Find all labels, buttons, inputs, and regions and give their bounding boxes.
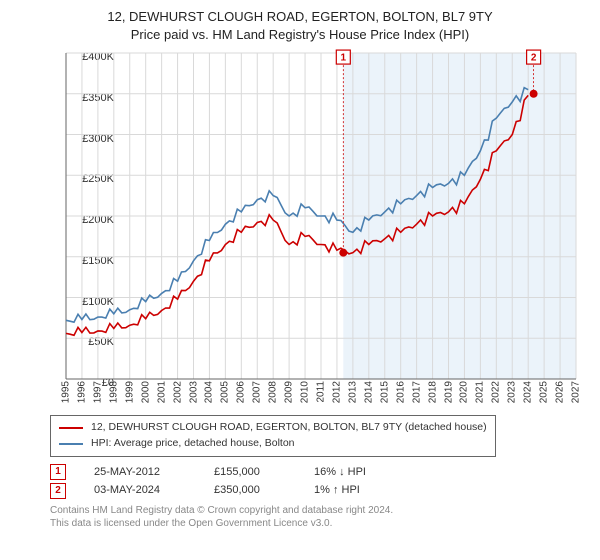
chart-plot-area: £0£50K£100K£150K£200K£250K£300K£350K£400… <box>14 49 586 409</box>
sale-row: 1 25-MAY-2012 £155,000 16% ↓ HPI <box>50 463 586 482</box>
x-axis-tick-label: 2003 <box>188 381 199 403</box>
x-axis-tick-label: 2019 <box>443 381 454 403</box>
x-axis-tick-label: 2005 <box>220 381 231 403</box>
x-axis-tick-label: 2012 <box>331 381 342 403</box>
x-axis-tick-label: 1998 <box>108 381 119 403</box>
x-axis-tick-label: 2007 <box>252 381 263 403</box>
title-line-1: 12, DEWHURST CLOUGH ROAD, EGERTON, BOLTO… <box>14 8 586 26</box>
chart-title: 12, DEWHURST CLOUGH ROAD, EGERTON, BOLTO… <box>14 8 586 43</box>
x-axis-tick-label: 2001 <box>156 381 167 403</box>
x-axis-tick-label: 2022 <box>491 381 502 403</box>
legend-label: 12, DEWHURST CLOUGH ROAD, EGERTON, BOLTO… <box>91 420 487 436</box>
x-axis-tick-label: 2004 <box>204 381 215 403</box>
x-axis-tick-label: 2006 <box>236 381 247 403</box>
x-axis-tick-label: 2025 <box>539 381 550 403</box>
sale-marker-icon: 2 <box>50 483 66 499</box>
svg-text:2: 2 <box>531 53 537 64</box>
x-axis-tick-label: 2024 <box>523 381 534 403</box>
x-axis-tick-label: 2026 <box>555 381 566 403</box>
x-axis-tick-label: 2027 <box>571 381 582 403</box>
x-axis-tick-label: 2000 <box>140 381 151 403</box>
x-axis-tick-label: 1996 <box>76 381 87 403</box>
sales-table: 1 25-MAY-2012 £155,000 16% ↓ HPI 2 03-MAY-202… <box>50 463 586 500</box>
sale-marker-dot <box>339 249 347 257</box>
x-axis-tick-label: 2017 <box>411 381 422 403</box>
x-axis-tick-label: 2023 <box>507 381 518 403</box>
x-axis-tick-label: 2021 <box>475 381 486 403</box>
chart-legend: 12, DEWHURST CLOUGH ROAD, EGERTON, BOLTO… <box>50 415 496 457</box>
x-axis-tick-label: 2008 <box>268 381 279 403</box>
attribution-line-1: Contains HM Land Registry data © Crown c… <box>50 504 586 518</box>
sale-date: 25-MAY-2012 <box>94 463 186 482</box>
sale-marker-icon: 1 <box>50 464 66 480</box>
x-axis-tick-label: 2010 <box>300 381 311 403</box>
legend-label: HPI: Average price, detached house, Bolt… <box>91 436 295 452</box>
x-axis-tick-label: 2015 <box>379 381 390 403</box>
attribution-line-2: This data is licensed under the Open Gov… <box>50 517 586 531</box>
sale-marker-dot <box>530 90 538 98</box>
x-axis-tick-label: 2014 <box>363 381 374 403</box>
sale-delta: 16% ↓ HPI <box>314 463 366 482</box>
sale-row: 2 03-MAY-2024 £350,000 1% ↑ HPI <box>50 481 586 500</box>
sale-delta: 1% ↑ HPI <box>314 481 360 500</box>
sale-date: 03-MAY-2024 <box>94 481 186 500</box>
chart-container: 12, DEWHURST CLOUGH ROAD, EGERTON, BOLTO… <box>0 0 600 560</box>
legend-item: 12, DEWHURST CLOUGH ROAD, EGERTON, BOLTO… <box>59 420 487 436</box>
x-axis-tick-label: 2018 <box>427 381 438 403</box>
attribution-text: Contains HM Land Registry data © Crown c… <box>50 504 586 531</box>
x-axis-tick-label: 2002 <box>172 381 183 403</box>
sale-price: £350,000 <box>214 481 286 500</box>
x-axis-tick-label: 2011 <box>316 381 327 403</box>
sale-price: £155,000 <box>214 463 286 482</box>
legend-swatch <box>59 443 83 445</box>
x-axis-tick-label: 1999 <box>124 381 135 403</box>
legend-item: HPI: Average price, detached house, Bolt… <box>59 436 487 452</box>
x-axis-tick-label: 2013 <box>347 381 358 403</box>
legend-swatch <box>59 427 83 429</box>
svg-text:1: 1 <box>341 53 347 64</box>
x-axis-tick-label: 2016 <box>395 381 406 403</box>
x-axis-tick-label: 1995 <box>61 381 72 403</box>
x-axis-tick-label: 1997 <box>92 381 103 403</box>
title-line-2: Price paid vs. HM Land Registry's House … <box>14 26 586 44</box>
x-axis-tick-label: 2009 <box>284 381 295 403</box>
x-axis-tick-label: 2020 <box>459 381 470 403</box>
